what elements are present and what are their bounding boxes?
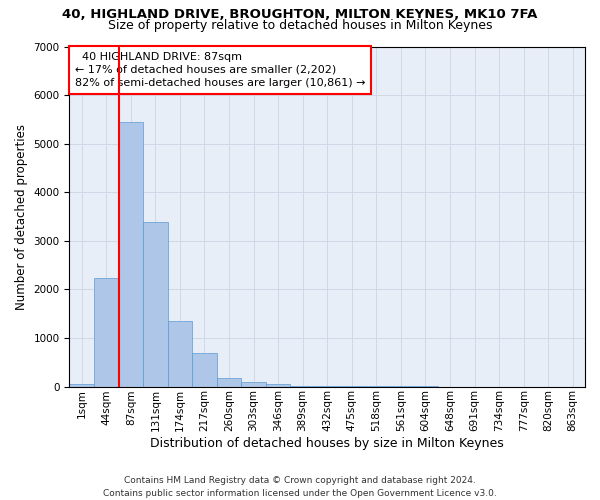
Bar xyxy=(241,382,266,386)
Bar xyxy=(167,322,192,386)
Y-axis label: Number of detached properties: Number of detached properties xyxy=(15,124,28,310)
Bar xyxy=(192,352,217,386)
Text: 40 HIGHLAND DRIVE: 87sqm
← 17% of detached houses are smaller (2,202)
82% of sem: 40 HIGHLAND DRIVE: 87sqm ← 17% of detach… xyxy=(74,52,365,88)
Bar xyxy=(266,384,290,386)
Bar xyxy=(217,378,241,386)
Bar xyxy=(70,384,94,386)
Text: 40, HIGHLAND DRIVE, BROUGHTON, MILTON KEYNES, MK10 7FA: 40, HIGHLAND DRIVE, BROUGHTON, MILTON KE… xyxy=(62,8,538,21)
Text: Size of property relative to detached houses in Milton Keynes: Size of property relative to detached ho… xyxy=(108,19,492,32)
Bar xyxy=(119,122,143,386)
Bar xyxy=(94,278,119,386)
X-axis label: Distribution of detached houses by size in Milton Keynes: Distribution of detached houses by size … xyxy=(151,437,504,450)
Bar xyxy=(143,222,167,386)
Text: Contains HM Land Registry data © Crown copyright and database right 2024.
Contai: Contains HM Land Registry data © Crown c… xyxy=(103,476,497,498)
